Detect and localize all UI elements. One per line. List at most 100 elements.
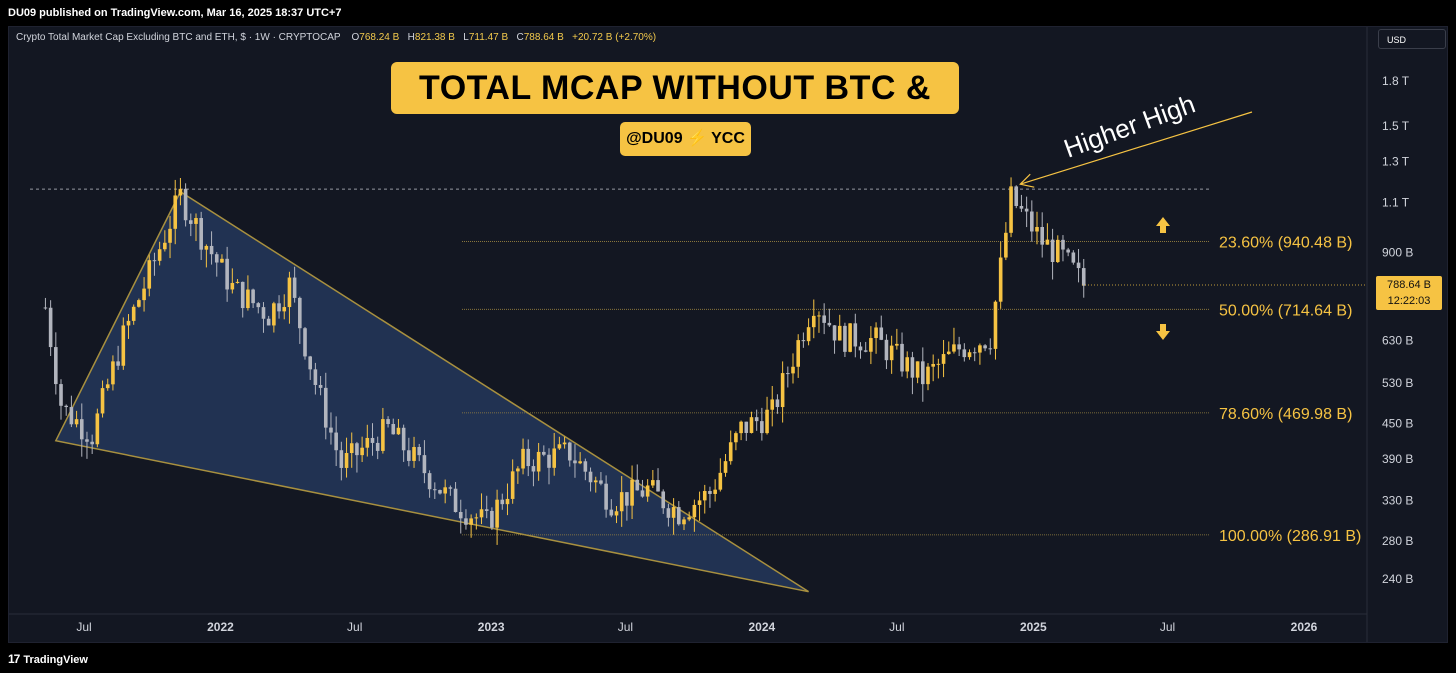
candle-body <box>220 258 224 263</box>
candle-body <box>1030 211 1034 232</box>
candle-body <box>142 288 146 301</box>
candle-body <box>874 327 878 339</box>
candle-body <box>645 485 650 497</box>
candle-body <box>536 451 541 472</box>
candle-body <box>318 384 323 388</box>
candle-body <box>941 354 946 364</box>
candle-body <box>780 373 785 408</box>
candle-body <box>90 441 94 445</box>
candle-body <box>412 447 416 461</box>
candle-body <box>926 366 930 385</box>
author-handle-badge: @DU09 ⚡ YCC <box>620 122 751 156</box>
candle-body <box>510 471 515 499</box>
publisher-info: DU09 published on TradingView.com, Mar 1… <box>8 7 342 19</box>
candle-body <box>1019 205 1024 209</box>
candle-body <box>625 492 629 506</box>
candle-body <box>126 320 131 326</box>
candle-body <box>557 444 562 449</box>
candle-body <box>163 242 167 250</box>
candle-body <box>469 518 473 525</box>
candle-body <box>79 419 84 440</box>
candle-body <box>1050 239 1055 263</box>
candle-body <box>775 399 780 408</box>
candle-body <box>199 218 203 250</box>
candle-body <box>531 466 536 472</box>
close-value: 788.64 B <box>523 32 564 43</box>
candle-body <box>69 407 74 425</box>
candle-body <box>588 471 593 483</box>
low-label: L <box>463 32 469 43</box>
candle-body <box>1040 226 1045 245</box>
x-tick-label: Jul <box>618 620 633 634</box>
candle-body <box>427 473 432 490</box>
candle-body <box>702 491 707 501</box>
candle-body <box>609 509 614 516</box>
candle-body <box>786 373 790 375</box>
fib-label-3: 100.00% (286.91 B) <box>1219 528 1361 545</box>
candle-body <box>827 322 832 326</box>
candle-body <box>188 220 193 224</box>
fib-label-0: 23.60% (940.48 B) <box>1219 234 1352 251</box>
candle-body <box>344 453 349 468</box>
candle-body <box>562 442 567 445</box>
candle-body <box>490 510 494 528</box>
candle-body <box>734 433 738 443</box>
candle-body <box>43 307 48 309</box>
candle-body <box>339 450 344 468</box>
candle-body <box>697 500 702 505</box>
candle-body <box>417 447 422 456</box>
candle-body <box>173 195 178 229</box>
symbol-name: Crypto Total Market Cap Excluding BTC an… <box>16 32 341 43</box>
candle-body <box>593 480 598 483</box>
candle-body <box>152 260 157 262</box>
high-label: H <box>407 32 415 43</box>
candle-body <box>282 307 287 312</box>
candle-body <box>116 361 120 366</box>
candle-body <box>832 325 837 341</box>
candle-body <box>370 437 375 443</box>
candle-body <box>635 479 640 491</box>
price-scale-area <box>1368 27 1447 642</box>
candle-body <box>1066 249 1070 253</box>
candle-body <box>583 461 588 472</box>
candle-body <box>754 417 759 422</box>
last-price-value: 788.64 B <box>1386 279 1432 291</box>
candle-body <box>869 338 873 352</box>
candle-body <box>438 490 442 494</box>
candle-body <box>946 351 951 355</box>
candle-body <box>54 347 58 385</box>
fib-label-1: 50.00% (714.64 B) <box>1219 302 1352 319</box>
open-value: 768.24 B <box>359 32 400 43</box>
candle-body <box>791 366 795 374</box>
candle-body <box>749 417 754 433</box>
candle-body <box>1035 226 1039 232</box>
candle-body <box>381 419 385 451</box>
y-tick-label: 1.8 T <box>1382 74 1410 88</box>
up-arrow-icon <box>1156 217 1170 233</box>
candle-body <box>298 297 302 329</box>
y-tick-label: 240 B <box>1382 572 1413 586</box>
candle-body <box>547 454 551 468</box>
candle-body <box>983 345 987 349</box>
handle-brand: YCC <box>711 130 745 147</box>
x-tick-label: 2024 <box>749 620 776 634</box>
candle-body <box>1081 268 1086 286</box>
currency-button[interactable]: USD <box>1378 29 1446 49</box>
candle-body <box>111 361 115 385</box>
tradingview-logo-text: TradingView <box>23 654 88 666</box>
x-tick-label: Jul <box>347 620 362 634</box>
candle-body <box>479 509 484 518</box>
candle-body <box>573 460 577 464</box>
handle-name: @DU09 <box>626 130 683 147</box>
candle-body <box>640 490 645 497</box>
y-tick-label: 1.3 T <box>1382 154 1410 168</box>
candle-body <box>905 357 910 372</box>
candle-body <box>931 363 935 367</box>
tradingview-logo[interactable]: 17 TradingView <box>8 652 88 666</box>
x-tick-label: 2025 <box>1020 620 1047 634</box>
candle-body <box>936 363 941 365</box>
candle-body <box>178 188 183 196</box>
candle-body <box>235 281 240 283</box>
last-price-tag: 788.64 B 12:22:03 <box>1376 276 1442 310</box>
candle-body <box>682 519 686 525</box>
